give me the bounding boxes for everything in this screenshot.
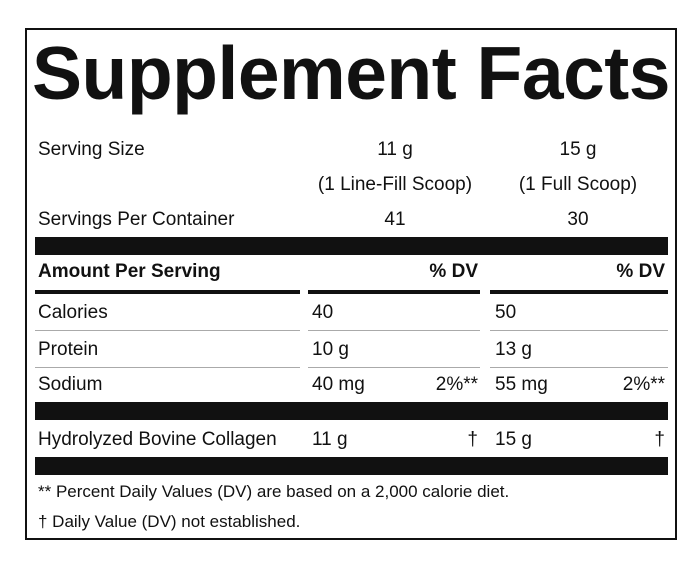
serving-amount: 15 g [559, 139, 597, 160]
footnote: ** Percent Daily Values (DV) are based o… [38, 482, 510, 501]
amount: 40 mg [312, 374, 365, 395]
footnote: † Daily Value (DV) not established. [38, 512, 301, 531]
nutrient-name: Sodium [38, 374, 103, 395]
amount: 15 g [495, 429, 532, 450]
amount: 10 g [312, 339, 349, 360]
header-label: Amount Per Serving [38, 261, 221, 282]
amount: 50 [495, 302, 517, 323]
serving-note: (1 Line-Fill Scoop) [317, 174, 473, 195]
row-rule [35, 367, 300, 368]
title: Supplement Facts [32, 31, 670, 115]
daily-value: † [654, 429, 665, 450]
nutrient-name: Hydrolyzed Bovine Collagen [38, 429, 277, 450]
amount: 11 g [312, 429, 348, 450]
amount: 13 g [495, 339, 532, 360]
header-dv: % DV [429, 261, 478, 282]
servings-count: 30 [567, 209, 589, 230]
serving-amount: 11 g [377, 139, 413, 160]
servings-count: 41 [384, 209, 406, 230]
header-rule [490, 290, 668, 294]
divider-bar [35, 402, 668, 420]
row-rule [308, 367, 480, 368]
divider-bar [35, 457, 668, 475]
servings-per-container-label: Servings Per Container [38, 209, 235, 230]
header-dv: % DV [616, 261, 665, 282]
serving-note: (1 Full Scoop) [518, 174, 638, 195]
daily-value: 2%** [435, 374, 478, 395]
divider-bar [35, 237, 668, 255]
header-rule [35, 290, 300, 294]
daily-value: † [467, 429, 478, 450]
serving-size-label: Serving Size [38, 139, 145, 160]
amount: 55 mg [495, 374, 548, 395]
row-rule [490, 367, 668, 368]
amount: 40 [312, 302, 334, 323]
row-rule [308, 330, 480, 331]
row-rule [35, 330, 300, 331]
nutrient-name: Protein [38, 339, 99, 360]
header-rule [308, 290, 480, 294]
row-rule [490, 330, 668, 331]
nutrient-name: Calories [38, 302, 108, 323]
daily-value: 2%** [622, 374, 665, 395]
label-border [25, 28, 677, 540]
